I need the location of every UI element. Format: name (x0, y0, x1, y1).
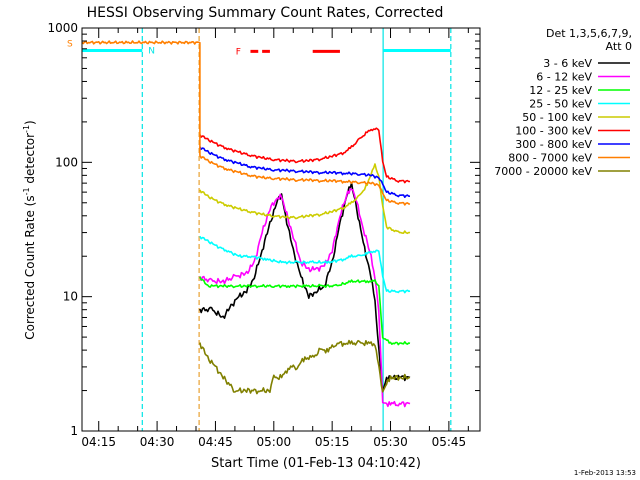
legend-label-2: 6 - 12 keV (536, 71, 592, 84)
legend-header-line2: Att 0 (606, 40, 632, 53)
legend-label-3: 12 - 25 keV (529, 84, 592, 97)
series-line-9 (199, 339, 411, 395)
series-line-7 (199, 146, 410, 198)
x-tick-label-6: 05:30 (373, 435, 408, 449)
timestamp: 1-Feb-2013 13:53 (574, 469, 636, 477)
x-tick-label-4: 05:00 (257, 435, 292, 449)
legend-label-7: 300 - 800 keV (515, 138, 592, 151)
y-axis-label-part3: ) (23, 120, 37, 125)
y-axis-label-part1: Corrected Count Rate (s (23, 195, 37, 339)
legend-label-5: 50 - 100 keV (522, 111, 592, 124)
legend-header-line1: Det 1,3,5,6,7,9, (546, 27, 632, 40)
y-axis-label-exp2: -1 (22, 125, 31, 133)
legend-label-9: 7000 - 20000 keV (494, 165, 592, 178)
flag-label-f: F (236, 47, 241, 57)
y-axis-label-exp1: -1 (22, 187, 31, 195)
y-tick-label-3: 100 (55, 155, 78, 169)
x-tick-label-1: 04:15 (81, 435, 116, 449)
x-tick-label-2: 04:30 (140, 435, 175, 449)
x-tick-label-7: 05:45 (432, 435, 467, 449)
series-line-6 (199, 127, 410, 184)
x-tick-label-5: 05:15 (315, 435, 350, 449)
legend-label-1: 3 - 6 keV (543, 57, 592, 70)
y-axis-label-part2: detector (23, 133, 37, 188)
series-line-4 (199, 235, 411, 294)
y-tick-label-1: 1 (70, 424, 78, 438)
flag-label-n: N (148, 47, 155, 57)
series-line-8 (81, 40, 411, 206)
legend-label-6: 100 - 300 keV (515, 125, 592, 138)
x-axis-label: Start Time (01-Feb-13 04:10:42) (211, 456, 421, 471)
legend-label-8: 800 - 7000 keV (508, 152, 592, 165)
chart-title: HESSI Observing Summary Count Rates, Cor… (87, 5, 444, 21)
x-tick-label-3: 04:45 (198, 435, 233, 449)
y-tick-label-2: 10 (63, 290, 78, 304)
flag-label-s: S (67, 39, 73, 49)
plot-area: SN F (67, 28, 452, 431)
series-line-5 (199, 163, 411, 235)
series-line-3 (199, 276, 411, 346)
y-axis-label: Corrected Count Rate (s-1 detector-1) (22, 120, 37, 339)
plot-frame (81, 27, 481, 432)
series-line-1 (199, 182, 411, 393)
y-tick-label-4: 1000 (47, 21, 78, 35)
axes: 1 10 100 1000 04:15 04:30 04:45 05:00 05:15 05:30… (47, 21, 480, 449)
legend-label-4: 25 - 50 keV (529, 98, 592, 111)
